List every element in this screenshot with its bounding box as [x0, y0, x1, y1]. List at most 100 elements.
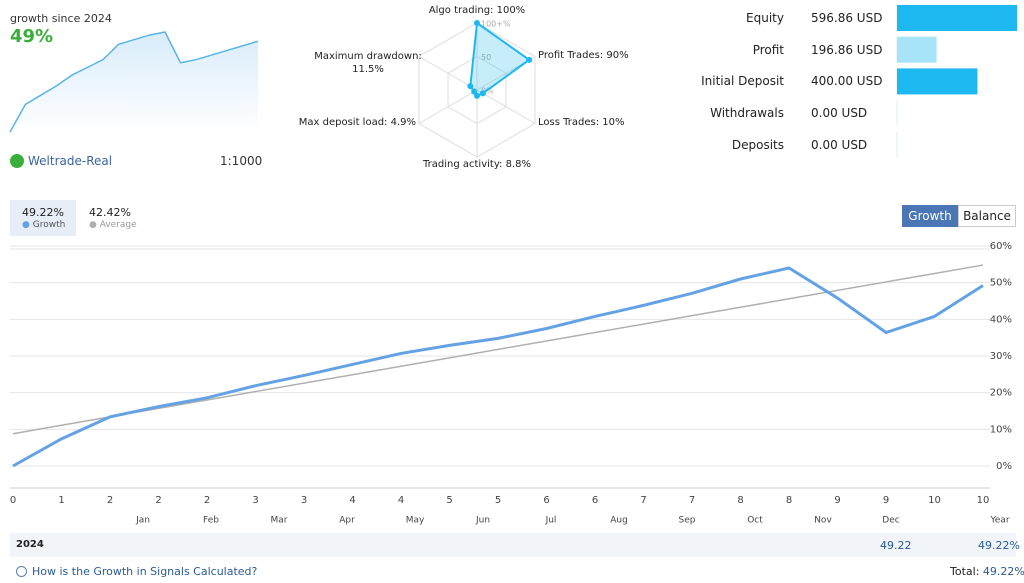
table-total: 49.22%: [978, 539, 1020, 552]
series-line: [12, 266, 984, 468]
radar-point: [467, 83, 474, 90]
legend-entry[interactable]: ● Average: [89, 220, 137, 230]
leverage: 1:1000: [220, 154, 263, 168]
table-year: 2024: [16, 539, 44, 550]
month-label: Apr: [339, 516, 355, 526]
month-label: Oct: [747, 516, 763, 526]
caption: growth since 2024: [10, 12, 112, 25]
legend-active-bg: [10, 200, 76, 236]
x-tick-label: 9: [834, 495, 840, 506]
bar: [897, 68, 978, 95]
growth: 49%: [10, 26, 54, 47]
help-icon: [16, 566, 27, 577]
bar-label: Profit: [752, 42, 784, 57]
bar-label: Withdrawals: [710, 106, 784, 121]
x-tick-label: 2: [107, 495, 113, 506]
radar-label: Maximum drawdown: 11.5%: [314, 51, 422, 75]
legend-label: Growth: [32, 220, 66, 230]
month-label: Mar: [271, 516, 288, 526]
y-tick-label: 20%: [990, 388, 1012, 399]
legend-entry[interactable]: ● Growth: [22, 220, 66, 230]
bar-value-label: 0.00 USD: [811, 137, 868, 152]
bar-label: Equity: [746, 11, 784, 25]
month-label: Dec: [882, 516, 899, 526]
radar-label: Algo trading: 100%: [428, 5, 526, 16]
x-tick-label: 8: [737, 495, 743, 506]
x-tick-label: 9: [883, 495, 889, 506]
x-tick-label: 6: [592, 495, 598, 506]
radar-label: Loss Trades: 10%: [538, 117, 625, 128]
y-tick-label: 0%: [996, 461, 1012, 472]
month-label: Aug: [610, 516, 628, 526]
radar-point: [474, 20, 480, 26]
month-label: May: [406, 516, 425, 526]
help-link[interactable]: How is the Growth in Signals Calculated?: [32, 565, 258, 578]
month-label: Jun: [475, 516, 490, 526]
x-tick-label: 1: [58, 495, 64, 506]
bar-value-label: 196.86 USD: [811, 42, 883, 57]
bar-value-label: 596.86 USD: [811, 11, 883, 25]
legend-label: Average: [99, 220, 137, 230]
toggle-button[interactable]: Growth: [902, 205, 958, 227]
month-label: Sep: [679, 516, 696, 526]
period-label: Year: [989, 516, 1009, 526]
radar-point: [471, 88, 478, 95]
y-tick-label: 10%: [990, 424, 1012, 435]
sparkline: [9, 31, 259, 133]
y-tick-label: 60%: [990, 241, 1012, 252]
series-line: [12, 264, 984, 435]
x-tick-label: 5: [446, 495, 452, 506]
radar-point: [526, 56, 533, 63]
table-value: 49.22: [880, 539, 912, 552]
x-tick-label: 2: [204, 495, 210, 506]
radar-label: Max deposit load: 4.9%: [298, 117, 416, 128]
x-tick-label: 7: [689, 495, 695, 506]
radar-label: Profit Trades: 90%: [538, 50, 629, 61]
radar-tick-label: 50: [481, 53, 491, 62]
x-tick-label: 3: [301, 495, 307, 506]
month-label: Nov: [814, 516, 832, 526]
radar-point: [479, 90, 486, 97]
y-tick-label: 30%: [990, 351, 1012, 362]
y-tick-label: 50%: [990, 278, 1012, 289]
radar-area: [469, 21, 531, 98]
bar-value-label: 0.00 USD: [811, 106, 868, 121]
bar-value-label: 400.00 USD: [811, 74, 883, 89]
x-tick-label: 8: [786, 495, 792, 506]
bar: [897, 36, 937, 63]
radar-label: Trading activity: 8.8%: [423, 159, 531, 170]
legend-value: 49.22%: [22, 206, 64, 219]
x-tick-label: 4: [398, 495, 404, 506]
month-label: Feb: [203, 516, 219, 526]
bar-label: Deposits: [731, 137, 784, 152]
x-tick-label: 2: [155, 495, 161, 506]
bar-label: Initial Deposit: [701, 74, 784, 89]
total: Total: 49.22%: [950, 565, 1024, 578]
legend-value: 42.42%: [89, 206, 131, 219]
y-tick-label: 40%: [990, 314, 1012, 325]
x-tick-label: 10: [928, 495, 941, 506]
x-tick-label: 7: [640, 495, 646, 506]
table-row: [10, 533, 1016, 557]
toggle-button[interactable]: Balance: [958, 205, 1016, 227]
radar-ring: [447, 55, 507, 125]
radar-point: [474, 92, 480, 99]
verified-icon: [10, 154, 24, 168]
radar-tick-label: 100+%: [481, 20, 511, 29]
radar-ring: [418, 22, 536, 158]
x-tick-label: 5: [495, 495, 501, 506]
account-name[interactable]: Weltrade-Real: [28, 154, 113, 168]
sparkline-area: [10, 32, 258, 132]
total-label: Total:: [950, 565, 980, 578]
x-tick-label: 6: [543, 495, 549, 506]
x-tick-label: 10: [977, 495, 990, 506]
month-label: Jan: [135, 516, 150, 526]
x-tick-label: 3: [252, 495, 258, 506]
x-tick-label: 4: [349, 495, 355, 506]
month-label: Jul: [545, 516, 557, 526]
x-tick-label: 0: [10, 495, 16, 506]
total-value: 49.22%: [982, 565, 1024, 578]
bar: [897, 5, 1017, 31]
